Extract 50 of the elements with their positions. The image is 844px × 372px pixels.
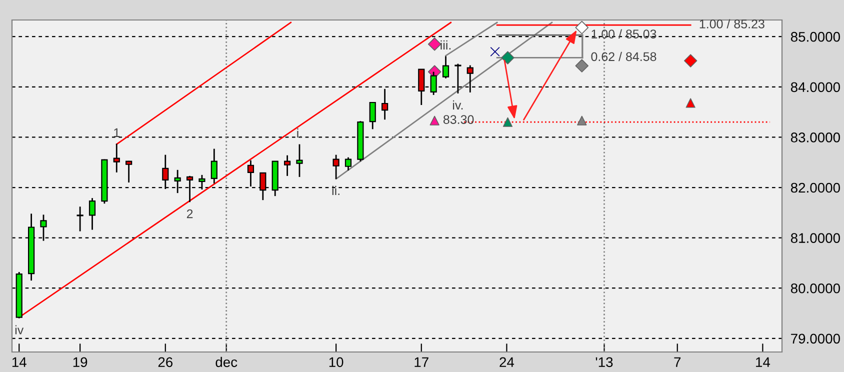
point — [501, 51, 514, 64]
point — [686, 98, 696, 108]
candlestick — [442, 56, 450, 80]
x-tick-label: 14 — [756, 357, 770, 367]
point — [502, 117, 513, 127]
x-tick-label: 26 — [158, 357, 173, 368]
y-tick-label: 84.0000 — [790, 82, 840, 92]
x-tick-label: 7 — [674, 357, 681, 367]
x-tick-label: 10 — [329, 357, 344, 368]
y-tick-label: 82.0000 — [790, 182, 840, 193]
annotation: ii. — [332, 186, 340, 195]
y-tick-label: 83.0000 — [790, 132, 840, 142]
x-tick-label: 24 — [500, 357, 514, 367]
x-tick-label: 14 — [12, 357, 26, 367]
candlestick — [126, 160, 132, 184]
candlestick — [76, 206, 84, 232]
annotation: 2 — [186, 209, 193, 218]
y-tick-label: 85.0000 — [790, 32, 840, 42]
annotation: iii. — [440, 40, 451, 50]
annotation: 1.00 / 85.23 — [700, 19, 764, 28]
candlestick — [382, 88, 388, 120]
point — [430, 116, 440, 126]
candlestick — [247, 160, 254, 188]
candlestick — [332, 154, 340, 180]
candlestick — [284, 154, 291, 177]
annotation: 83.30 — [443, 115, 474, 124]
point — [428, 38, 442, 51]
annotation: 1 — [114, 128, 120, 137]
x-tick-label: '13 — [596, 357, 613, 368]
candlestick — [296, 144, 303, 178]
point — [575, 59, 589, 72]
annotation: iv — [15, 325, 24, 334]
point — [490, 46, 500, 57]
point — [577, 116, 587, 126]
point — [575, 20, 589, 34]
candlestick — [88, 197, 96, 230]
annotation: i. — [297, 128, 302, 138]
x-tick-label: 19 — [73, 357, 88, 368]
candlestick — [113, 143, 120, 174]
candlestick — [344, 156, 352, 172]
y-tick-label: 80.0000 — [790, 283, 840, 294]
x-tick-label: dec — [216, 356, 238, 368]
y-tick-label: 81.0000 — [790, 233, 840, 243]
annotation: iv. — [452, 100, 463, 110]
candlestick — [210, 148, 218, 184]
y-tick-label: 79.0000 — [791, 334, 840, 344]
candlestick — [369, 102, 376, 130]
x-tick-label: 17 — [414, 357, 428, 367]
point — [684, 54, 698, 68]
annotation: 0.62 / 84.58 — [591, 52, 656, 62]
